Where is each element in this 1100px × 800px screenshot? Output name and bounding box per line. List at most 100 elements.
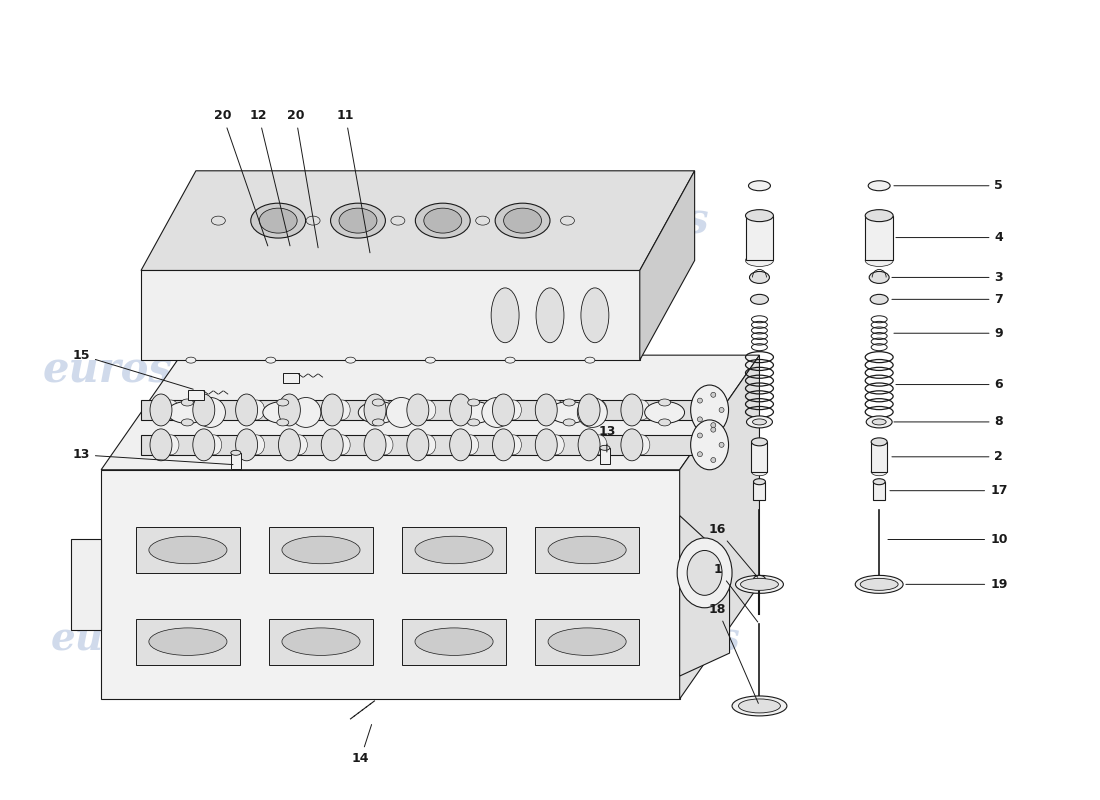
Ellipse shape: [277, 399, 289, 406]
Ellipse shape: [321, 394, 343, 426]
Ellipse shape: [691, 420, 728, 470]
Ellipse shape: [493, 429, 515, 461]
Ellipse shape: [719, 442, 724, 447]
Ellipse shape: [390, 216, 405, 225]
Ellipse shape: [192, 394, 215, 426]
Ellipse shape: [548, 628, 626, 655]
Polygon shape: [535, 527, 639, 573]
Ellipse shape: [426, 357, 436, 363]
Ellipse shape: [505, 435, 521, 455]
Polygon shape: [188, 390, 204, 400]
Ellipse shape: [634, 400, 650, 420]
Text: 13: 13: [73, 448, 233, 465]
Ellipse shape: [711, 427, 716, 432]
Ellipse shape: [277, 419, 289, 426]
Ellipse shape: [536, 394, 558, 426]
Ellipse shape: [292, 435, 307, 455]
Ellipse shape: [182, 419, 194, 426]
Ellipse shape: [453, 402, 494, 423]
Ellipse shape: [620, 394, 642, 426]
Ellipse shape: [860, 578, 898, 590]
Polygon shape: [141, 270, 640, 360]
Ellipse shape: [182, 399, 194, 406]
Polygon shape: [600, 448, 609, 464]
Text: 19: 19: [906, 578, 1008, 591]
Ellipse shape: [150, 429, 172, 461]
Ellipse shape: [754, 575, 766, 583]
Ellipse shape: [871, 438, 887, 446]
Ellipse shape: [536, 288, 564, 342]
Ellipse shape: [334, 400, 350, 420]
Ellipse shape: [659, 419, 671, 426]
Text: 7: 7: [892, 293, 1003, 306]
Ellipse shape: [697, 417, 703, 422]
Ellipse shape: [634, 435, 650, 455]
Text: 8: 8: [894, 415, 1003, 429]
Text: 16: 16: [708, 523, 758, 578]
Ellipse shape: [450, 394, 472, 426]
Polygon shape: [72, 538, 101, 630]
Ellipse shape: [407, 394, 429, 426]
Ellipse shape: [282, 628, 360, 655]
Ellipse shape: [869, 271, 889, 283]
Text: 20: 20: [287, 110, 318, 248]
Polygon shape: [101, 355, 759, 470]
Ellipse shape: [386, 398, 416, 427]
Ellipse shape: [468, 419, 480, 426]
Ellipse shape: [748, 181, 770, 190]
Polygon shape: [873, 482, 886, 500]
Ellipse shape: [754, 478, 766, 485]
Ellipse shape: [591, 435, 607, 455]
Text: 11: 11: [337, 110, 370, 253]
Ellipse shape: [235, 394, 257, 426]
Ellipse shape: [581, 288, 609, 342]
Ellipse shape: [751, 468, 768, 476]
Text: 4: 4: [895, 231, 1003, 244]
Ellipse shape: [415, 536, 493, 564]
Ellipse shape: [249, 435, 265, 455]
Text: 17: 17: [890, 484, 1008, 497]
Ellipse shape: [282, 536, 360, 564]
Ellipse shape: [751, 438, 768, 446]
Polygon shape: [141, 170, 694, 270]
Text: eurospares: eurospares: [499, 620, 740, 658]
Polygon shape: [101, 470, 680, 699]
Ellipse shape: [263, 402, 302, 423]
Ellipse shape: [711, 458, 716, 462]
Ellipse shape: [873, 478, 886, 485]
Text: eurospares: eurospares: [51, 620, 292, 658]
Ellipse shape: [505, 357, 515, 363]
Ellipse shape: [866, 210, 893, 222]
Ellipse shape: [231, 450, 241, 455]
Ellipse shape: [536, 429, 558, 461]
Ellipse shape: [364, 429, 386, 461]
Ellipse shape: [504, 208, 541, 233]
Ellipse shape: [192, 429, 215, 461]
Ellipse shape: [415, 628, 493, 655]
Ellipse shape: [678, 538, 732, 608]
Ellipse shape: [732, 696, 786, 716]
Polygon shape: [751, 442, 768, 472]
Polygon shape: [135, 527, 240, 573]
Ellipse shape: [186, 357, 196, 363]
Ellipse shape: [746, 210, 773, 222]
Ellipse shape: [711, 422, 716, 428]
Ellipse shape: [260, 208, 297, 233]
Polygon shape: [141, 400, 694, 420]
Polygon shape: [141, 435, 694, 455]
Text: 5: 5: [894, 179, 1003, 192]
Ellipse shape: [266, 357, 276, 363]
Ellipse shape: [868, 181, 890, 190]
Text: 10: 10: [888, 533, 1008, 546]
Ellipse shape: [505, 400, 521, 420]
Ellipse shape: [563, 399, 575, 406]
Ellipse shape: [206, 435, 222, 455]
Ellipse shape: [548, 536, 626, 564]
Ellipse shape: [420, 400, 436, 420]
Ellipse shape: [749, 271, 769, 283]
Ellipse shape: [866, 416, 892, 428]
Text: eurospares: eurospares: [451, 200, 708, 242]
Ellipse shape: [163, 435, 179, 455]
Ellipse shape: [372, 399, 384, 406]
Text: 1: 1: [713, 563, 758, 622]
